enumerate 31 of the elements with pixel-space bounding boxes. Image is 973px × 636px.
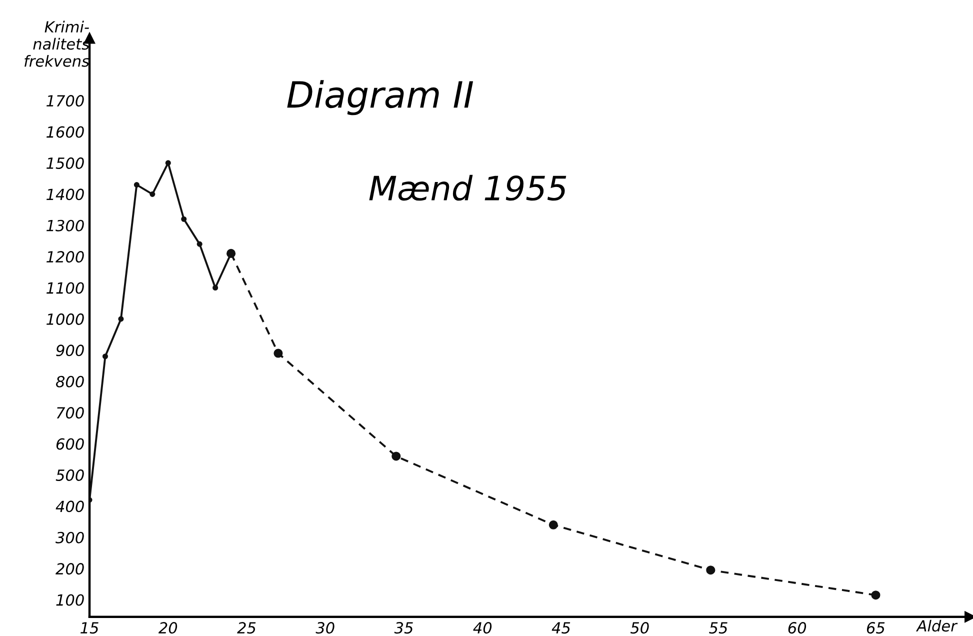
x-tick-label: 60 [788,622,806,634]
text: Diagram II [287,80,474,116]
y-tick-label: 100 [56,594,84,606]
y-tick-label: 300 [56,532,84,544]
y-tick-label: 1700 [46,95,84,107]
y-tick-label: 1600 [46,126,84,138]
y-tick-label: 500 [56,469,84,481]
y-tick-label: 700 [56,407,84,419]
y-tick-label: 400 [56,500,84,512]
y-tick-label: 1000 [46,313,84,325]
x-tick-label: 50 [630,622,649,634]
x-tick-label: 20 [158,622,178,634]
y-tick-label: 200 [56,563,84,575]
y-tick-label: 1100 [46,282,84,294]
y-tick-label: 800 [56,376,84,388]
annotation: Mænd 1955 [369,174,566,201]
y-tick-label: 600 [56,438,84,450]
x-tick-label: 40 [473,622,492,634]
x-tick-label: 65 [866,622,885,634]
y-tick-label: 1400 [46,188,84,200]
x-axis-title: Alder [916,620,958,632]
y-tick-label: 900 [56,344,84,356]
y-tick-label: 1500 [46,157,84,169]
y-tick-label: 1200 [46,251,84,263]
y-tick-label: 1300 [46,220,84,232]
x-tick-label: 45 [552,622,570,634]
x-tick-label: 30 [316,622,334,634]
x-tick-label: 35 [394,622,413,634]
x-tick-label: 25 [237,622,256,634]
x-tick-label: 15 [80,622,98,634]
x-tick-label: 55 [709,622,728,634]
